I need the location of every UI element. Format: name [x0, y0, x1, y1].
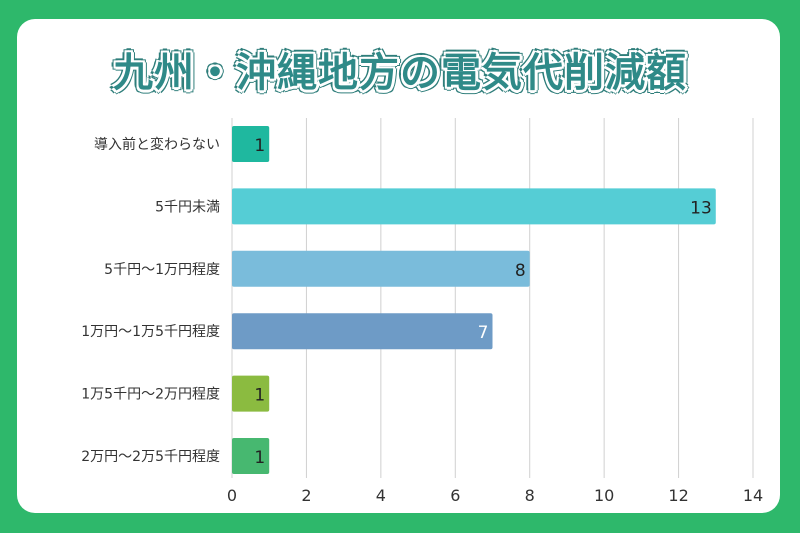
data-label: 7: [478, 323, 489, 343]
bar: [232, 250, 530, 287]
bar: [232, 313, 493, 350]
category-label: 1万円～1万5千円程度: [81, 324, 220, 340]
category-label: 導入前と変わらない: [94, 136, 220, 153]
data-label: 1: [254, 448, 265, 468]
data-label: 1: [254, 386, 265, 406]
x-tick-label: 10: [594, 486, 614, 505]
chart-title: 九州・沖縄地方の電気代削減額: [113, 50, 687, 96]
category-label: 5千円未満: [155, 199, 220, 215]
x-tick-label: 2: [301, 486, 311, 505]
bar: [232, 438, 270, 474]
bar: [232, 375, 270, 412]
bar: [232, 126, 270, 162]
data-label: 13: [690, 198, 712, 218]
bar: [232, 188, 716, 225]
x-tick-label: 4: [376, 486, 386, 505]
x-tick-label: 0: [227, 486, 237, 505]
data-label: 1: [254, 136, 265, 156]
category-label: 2万円～2万5千円程度: [81, 449, 220, 465]
x-tick-label: 14: [743, 486, 763, 505]
data-label: 8: [515, 261, 526, 281]
x-tick-label: 8: [525, 486, 535, 505]
x-tick-label: 6: [450, 486, 460, 505]
x-tick-label: 12: [668, 486, 688, 505]
category-label: 1万5千円～2万円程度: [81, 387, 220, 403]
category-label: 5千円～1万円程度: [104, 262, 220, 278]
